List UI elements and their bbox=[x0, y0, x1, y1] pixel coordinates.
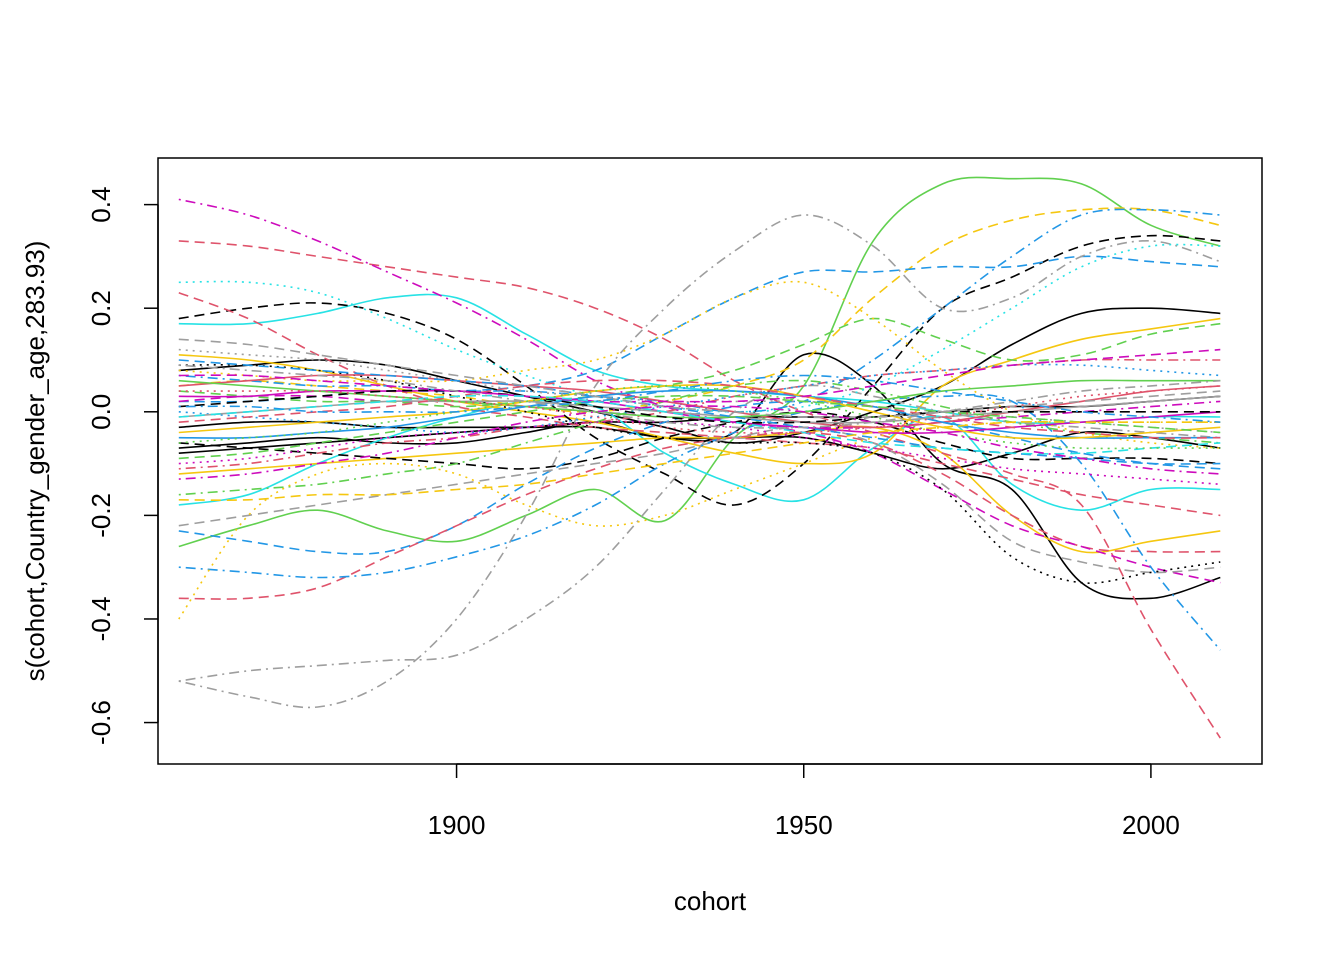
x-tick-label: 1950 bbox=[775, 810, 833, 840]
y-tick-label: 0.2 bbox=[86, 290, 116, 326]
series-line-25 bbox=[178, 208, 1221, 413]
series-line-36 bbox=[178, 389, 1221, 439]
y-tick-label: -0.2 bbox=[86, 493, 116, 538]
y-tick-label: 0.0 bbox=[86, 394, 116, 430]
series-line-22 bbox=[178, 214, 1221, 709]
series-line-10 bbox=[178, 234, 1221, 506]
series-line-41 bbox=[178, 389, 1221, 424]
series-line-45 bbox=[178, 348, 1221, 403]
x-axis: 1900 1950 2000 bbox=[428, 763, 1180, 840]
series-line-8 bbox=[178, 317, 1221, 465]
series-line-51 bbox=[178, 374, 1221, 423]
series-line-18 bbox=[178, 394, 1221, 584]
series-layer bbox=[178, 176, 1221, 739]
x-axis-title: cohort bbox=[674, 886, 747, 916]
series-line-15 bbox=[178, 240, 1221, 739]
series-line-46 bbox=[178, 421, 1221, 501]
y-tick-label: -0.6 bbox=[86, 700, 116, 745]
series-line-38 bbox=[178, 395, 1221, 424]
y-tick-label: 0.4 bbox=[86, 187, 116, 223]
series-line-12 bbox=[178, 207, 1221, 413]
series-line-9 bbox=[178, 425, 1221, 554]
y-tick-label: -0.4 bbox=[86, 597, 116, 642]
series-line-1 bbox=[178, 176, 1221, 548]
y-axis: -0.6 -0.4 -0.2 0.0 0.2 0.4 bbox=[86, 187, 159, 745]
series-line-44 bbox=[178, 394, 1221, 460]
series-line-29 bbox=[178, 280, 1221, 449]
series-line-11 bbox=[178, 410, 1221, 470]
series-line-17 bbox=[178, 431, 1221, 600]
x-tick-label: 1900 bbox=[428, 810, 486, 840]
series-line-47 bbox=[178, 338, 1221, 419]
series-line-53 bbox=[178, 364, 1221, 429]
series-line-42 bbox=[178, 379, 1221, 439]
series-line-16 bbox=[178, 291, 1221, 517]
series-line-43 bbox=[178, 359, 1221, 465]
series-line-39 bbox=[178, 379, 1221, 419]
series-line-20 bbox=[178, 426, 1221, 574]
series-line-19 bbox=[178, 317, 1221, 408]
series-line-34 bbox=[178, 420, 1221, 486]
y-axis-title: s(cohort,Country_gender_age,283.93) bbox=[20, 241, 50, 682]
series-line-6 bbox=[178, 399, 1221, 512]
x-tick-label: 2000 bbox=[1122, 810, 1180, 840]
series-line-48 bbox=[178, 394, 1221, 455]
